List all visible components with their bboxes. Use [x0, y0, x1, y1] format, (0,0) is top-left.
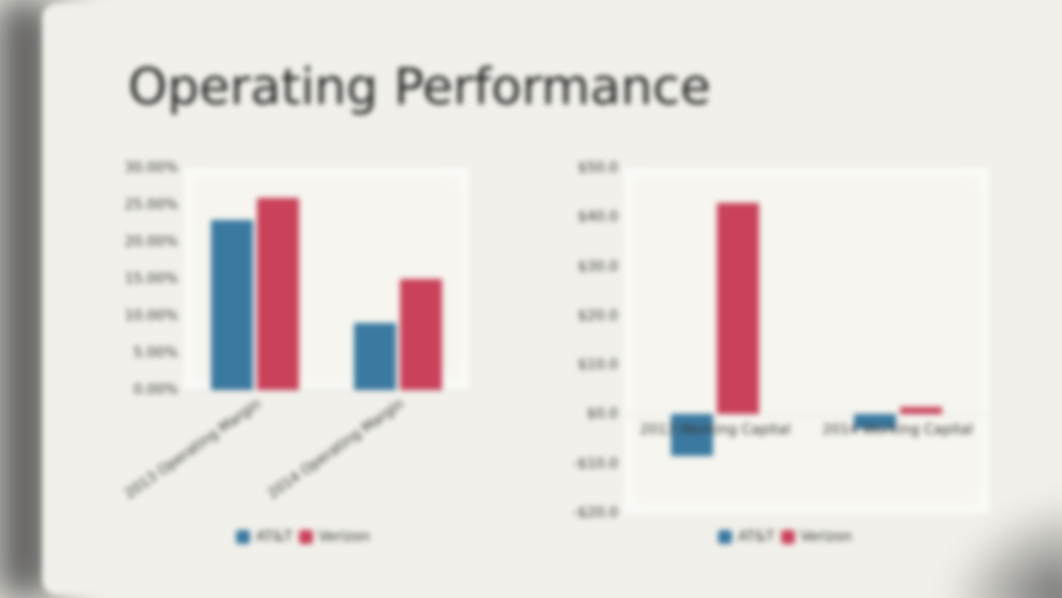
- y-tick-label: $50.0: [578, 160, 624, 176]
- y-tick-label: 30.00%: [125, 160, 184, 176]
- y-tick-label: $10.0: [578, 357, 624, 373]
- y-tick-label: -$20.0: [573, 505, 624, 521]
- bar-att-1: [354, 323, 396, 390]
- y-tick-label: 15.00%: [125, 271, 184, 287]
- y-tick-label: $30.0: [578, 259, 624, 275]
- y-tick-label: 10.00%: [125, 308, 184, 324]
- legend-label: Verizon: [801, 529, 853, 545]
- bar-att-0: [211, 220, 253, 390]
- legend-label: AT&T: [738, 529, 775, 545]
- legend-label: AT&T: [256, 529, 293, 545]
- y-tick-label: -$10.0: [573, 456, 624, 472]
- y-tick-label: 25.00%: [125, 197, 184, 213]
- y-tick-label: 20.00%: [125, 234, 184, 250]
- corner-shadow: [942, 498, 1062, 598]
- legend-label: Verizon: [319, 529, 371, 545]
- page-title: Operating Performance: [128, 58, 711, 116]
- legend-swatch: [718, 530, 732, 544]
- zero-line: [184, 390, 469, 391]
- bar-verizon-1: [400, 279, 442, 390]
- working-capital-chart: -$20.0-$10.0$0.0$10.0$20.0$30.0$40.0$50.…: [624, 168, 989, 513]
- x-tick-label: 2014 Working Capital: [822, 422, 973, 438]
- working-capital-legend: AT&T Verizon: [718, 529, 852, 545]
- bar-verizon-0: [717, 203, 759, 415]
- legend-swatch: [299, 530, 313, 544]
- operating-margin-plot-area: 0.00%5.00%10.00%15.00%20.00%25.00%30.00%…: [184, 168, 469, 390]
- bar-verizon-0: [257, 198, 299, 390]
- y-tick-label: $40.0: [578, 209, 624, 225]
- operating-margin-legend: AT&T Verizon: [236, 529, 370, 545]
- working-capital-plot-area: -$20.0-$10.0$0.0$10.0$20.0$30.0$40.0$50.…: [624, 168, 989, 513]
- y-tick-label: $0.0: [587, 406, 624, 422]
- x-tick-label: 2013 Working Capital: [640, 422, 791, 438]
- bar-verizon-1: [900, 407, 942, 414]
- legend-swatch: [781, 530, 795, 544]
- y-tick-label: $20.0: [578, 308, 624, 324]
- operating-margin-chart: 0.00%5.00%10.00%15.00%20.00%25.00%30.00%…: [184, 168, 469, 390]
- y-tick-label: 5.00%: [134, 345, 184, 361]
- legend-swatch: [236, 530, 250, 544]
- y-tick-label: 0.00%: [134, 382, 184, 398]
